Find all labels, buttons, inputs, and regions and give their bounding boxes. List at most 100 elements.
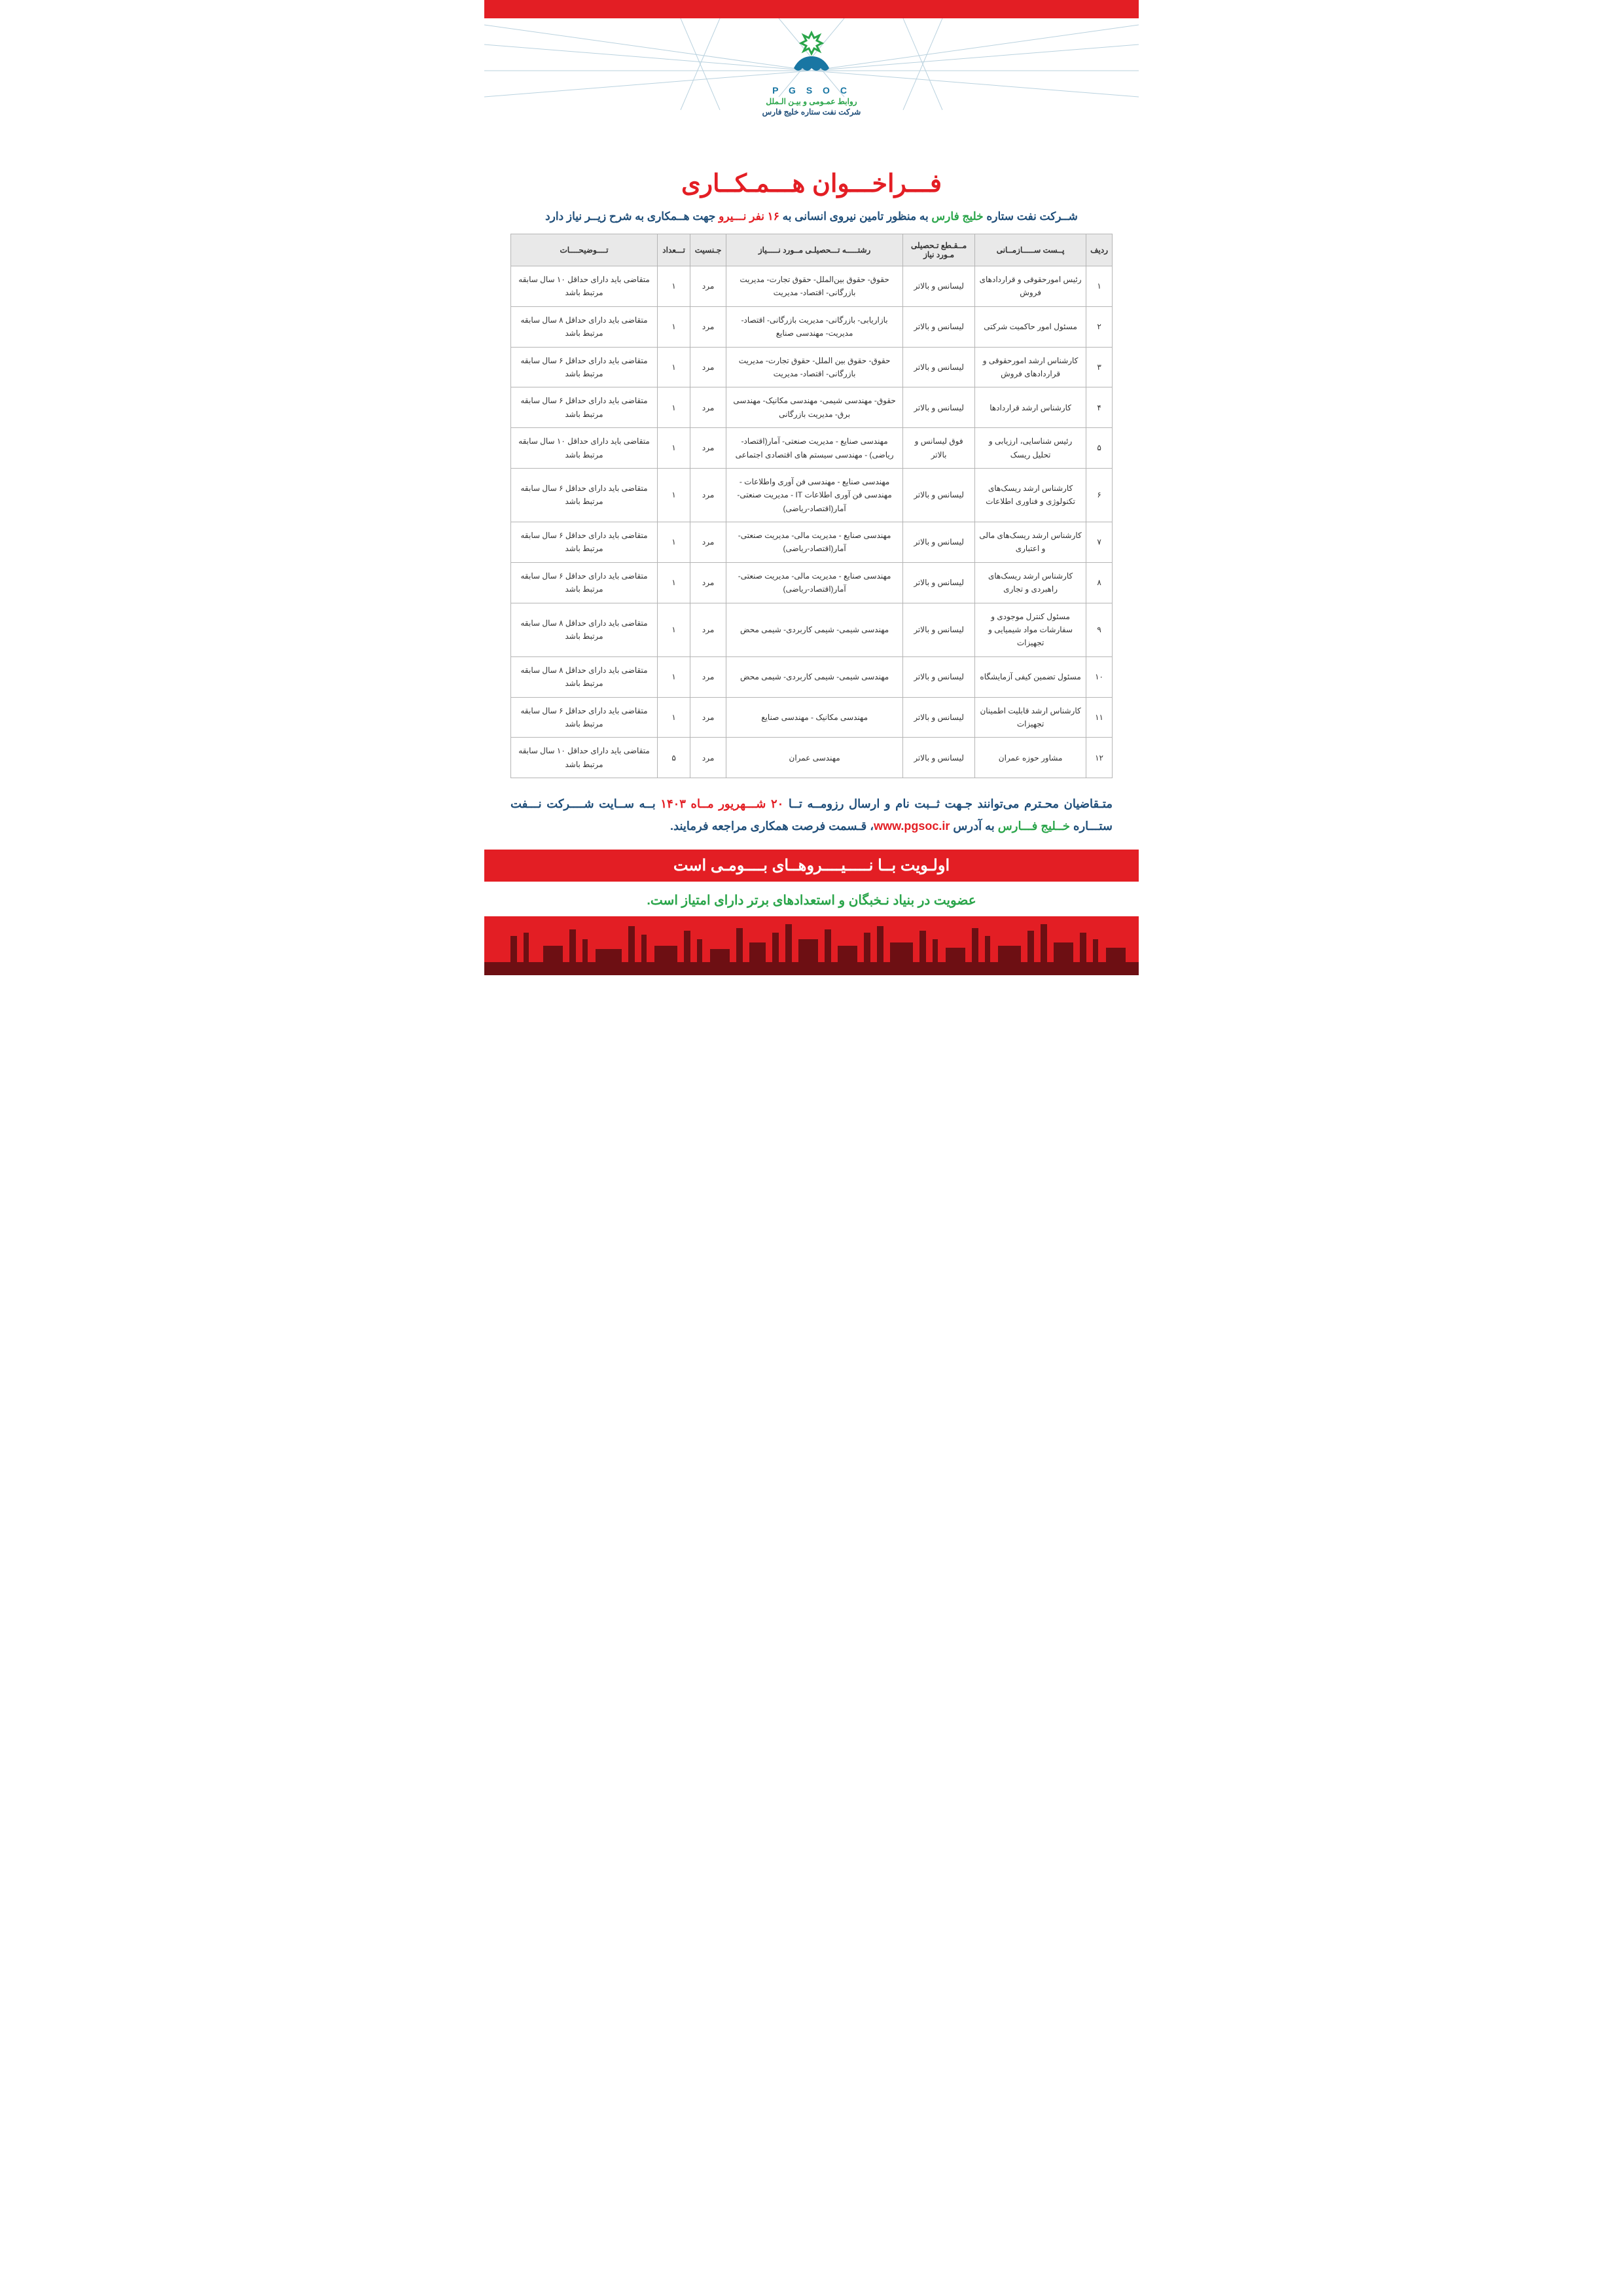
- pgsoc-logo: [782, 30, 841, 82]
- td-row-num: ۸: [1086, 562, 1113, 603]
- td-gender: مرد: [690, 428, 726, 469]
- td-position: کارشناس ارشد ریسک‌های مالی و اعتباری: [975, 522, 1086, 563]
- table-row: ۱رئیس امورحقوقی و قراردادهای فروشلیسانس …: [511, 266, 1113, 307]
- td-row-num: ۹: [1086, 603, 1113, 656]
- td-majors: مهندسی صنایع - مدیریت مالی- مدیریت صنعتی…: [726, 562, 903, 603]
- td-gender: مرد: [690, 522, 726, 563]
- td-position: مسئول کنترل موجودی و سفارشات مواد شیمیای…: [975, 603, 1086, 656]
- refinery-silhouette: [484, 916, 1139, 975]
- td-count: ۱: [658, 522, 690, 563]
- td-majors: مهندسی عمران: [726, 738, 903, 778]
- td-row-num: ۳: [1086, 347, 1113, 387]
- table-row: ۶کارشناس ارشد ریسک‌های تکنولوژی و فناوری…: [511, 468, 1113, 522]
- td-desc: متقاضی باید دارای حداقل ۶ سال سابقه مرتب…: [511, 522, 658, 563]
- td-majors: مهندسی صنایع - مدیریت مالی- مدیریت صنعتی…: [726, 522, 903, 563]
- title-wrap: فـــراخـــوان هـــمـکــاری: [484, 162, 1139, 210]
- table-row: ۷کارشناس ارشد ریسک‌های مالی و اعتباریلیس…: [511, 522, 1113, 563]
- td-edu-level: فوق لیسانس و بالاتر: [903, 428, 975, 469]
- subhead-line: شــرکت نفت ستاره خلیج فارس به منظور تامی…: [484, 210, 1139, 234]
- th-count: تـــعداد: [658, 234, 690, 266]
- td-count: ۱: [658, 697, 690, 738]
- td-position: کارشناس ارشد ریسک‌های راهبردی و تجاری: [975, 562, 1086, 603]
- subhead-p2: به منظور تامین نیروی انسانی به: [779, 210, 931, 223]
- header-area: P G S O C روابط عمـومی و بیـن الـملل شرک…: [484, 18, 1139, 162]
- td-position: مسئول امور حاکمیت شرکتی: [975, 306, 1086, 347]
- td-edu-level: لیسانس و بالاتر: [903, 306, 975, 347]
- logo-block: P G S O C روابط عمـومی و بیـن الـملل شرک…: [726, 30, 897, 117]
- td-position: مسئول تضمین کیفی آزمایشگاه: [975, 656, 1086, 697]
- td-gender: مرد: [690, 347, 726, 387]
- td-edu-level: لیسانس و بالاتر: [903, 266, 975, 307]
- td-count: ۱: [658, 468, 690, 522]
- subhead-p3: جهت هــمکاری به شرح زیــر نیاز دارد: [545, 210, 719, 223]
- th-desc: تــــوضیحــــات: [511, 234, 658, 266]
- td-count: ۱: [658, 603, 690, 656]
- td-majors: مهندسی شیمی- شیمی کاربردی- شیمی محض: [726, 656, 903, 697]
- below-deadline: ۲۰ شـــهریور مــاه ۱۴۰۳: [660, 797, 783, 810]
- td-desc: متقاضی باید دارای حداقل ۸ سال سابقه مرتب…: [511, 656, 658, 697]
- positions-table-wrap: ردیف پــست ســـــازمــانی مــقـطع تـحصیل…: [484, 234, 1139, 778]
- td-majors: مهندسی مکانیک - مهندسی صنایع: [726, 697, 903, 738]
- td-desc: متقاضی باید دارای حداقل ۱۰ سال سابقه مرت…: [511, 428, 658, 469]
- td-edu-level: لیسانس و بالاتر: [903, 522, 975, 563]
- td-desc: متقاضی باید دارای حداقل ۶ سال سابقه مرتب…: [511, 468, 658, 522]
- td-desc: متقاضی باید دارای حداقل ۸ سال سابقه مرتب…: [511, 603, 658, 656]
- td-position: کارشناس ارشد قراردادها: [975, 387, 1086, 428]
- td-majors: حقوق- حقوق بین الملل- حقوق تجارت- مدیریت…: [726, 347, 903, 387]
- td-desc: متقاضی باید دارای حداقل ۶ سال سابقه مرتب…: [511, 697, 658, 738]
- table-row: ۴کارشناس ارشد قراردادهالیسانس و بالاترحق…: [511, 387, 1113, 428]
- td-row-num: ۱: [1086, 266, 1113, 307]
- elite-note: عضویت در بنیاد نـخبگان و استعدادهای برتر…: [484, 882, 1139, 916]
- td-gender: مرد: [690, 387, 726, 428]
- top-red-bar: [484, 0, 1139, 18]
- td-desc: متقاضی باید دارای حداقل ۸ سال سابقه مرتب…: [511, 306, 658, 347]
- table-row: ۵رئیس شناسایی، ارزیابی و تحلیل ریسکفوق ل…: [511, 428, 1113, 469]
- td-gender: مرد: [690, 697, 726, 738]
- td-gender: مرد: [690, 738, 726, 778]
- td-count: ۱: [658, 306, 690, 347]
- td-edu-level: لیسانس و بالاتر: [903, 603, 975, 656]
- below-p1: متـقاضیان محـترم می‌توانند جـهت ثــبت نا…: [783, 797, 1113, 810]
- td-row-num: ۱۰: [1086, 656, 1113, 697]
- td-row-num: ۱۲: [1086, 738, 1113, 778]
- td-edu-level: لیسانس و بالاتر: [903, 656, 975, 697]
- below-p3: به آدرس: [950, 819, 997, 833]
- td-edu-level: لیسانس و بالاتر: [903, 468, 975, 522]
- table-row: ۲مسئول امور حاکمیت شرکتیلیسانس و بالاترب…: [511, 306, 1113, 347]
- td-majors: مهندسی صنایع - مهندسی فن آوری واطلاعات -…: [726, 468, 903, 522]
- below-p4: ، قـسمت فرصت همکاری مراجعه فرمایند.: [670, 819, 874, 833]
- table-row: ۱۱کارشناس ارشد قابلیت اطمینان تجهیزاتلیس…: [511, 697, 1113, 738]
- td-majors: بازاریابی- بازرگانی- مدیریت بازرگانی- اق…: [726, 306, 903, 347]
- subhead-green: خلیج فارس: [931, 210, 983, 223]
- td-position: کارشناس ارشد قابلیت اطمینان تجهیزات: [975, 697, 1086, 738]
- td-gender: مرد: [690, 656, 726, 697]
- td-count: ۱: [658, 266, 690, 307]
- logo-company-name: شرکت نفت ستاره خلیج فارس: [726, 107, 897, 117]
- subhead-red: ۱۶ نفر نـــیرو: [719, 210, 779, 223]
- td-desc: متقاضی باید دارای حداقل ۶ سال سابقه مرتب…: [511, 387, 658, 428]
- td-count: ۱: [658, 387, 690, 428]
- td-count: ۱: [658, 347, 690, 387]
- td-row-num: ۴: [1086, 387, 1113, 428]
- td-row-num: ۱۱: [1086, 697, 1113, 738]
- td-edu-level: لیسانس و بالاتر: [903, 738, 975, 778]
- table-row: ۱۰مسئول تضمین کیفی آزمایشگاهلیسانس و بال…: [511, 656, 1113, 697]
- td-edu-level: لیسانس و بالاتر: [903, 562, 975, 603]
- below-url: www.pgsoc.ir: [874, 819, 950, 833]
- td-gender: مرد: [690, 306, 726, 347]
- th-gender: جـنسیت: [690, 234, 726, 266]
- td-position: رئیس امورحقوقی و قراردادهای فروش: [975, 266, 1086, 307]
- main-title: فـــراخـــوان هـــمـکــاری: [681, 169, 942, 198]
- td-row-num: ۲: [1086, 306, 1113, 347]
- td-majors: حقوق- حقوق بین‌الملل- حقوق تجارت- مدیریت…: [726, 266, 903, 307]
- td-desc: متقاضی باید دارای حداقل ۶ سال سابقه مرتب…: [511, 347, 658, 387]
- td-row-num: ۷: [1086, 522, 1113, 563]
- footer-red: [484, 916, 1139, 975]
- td-edu-level: لیسانس و بالاتر: [903, 387, 975, 428]
- td-majors: حقوق- مهندسی شیمی- مهندسی مکانیک- مهندسی…: [726, 387, 903, 428]
- below-green: خــلیج فـــارس: [998, 819, 1070, 833]
- td-majors: مهندسی صنایع - مدیریت صنعتی- آمار(اقتصاد…: [726, 428, 903, 469]
- td-edu-level: لیسانس و بالاتر: [903, 347, 975, 387]
- table-row: ۹مسئول کنترل موجودی و سفارشات مواد شیمیا…: [511, 603, 1113, 656]
- td-gender: مرد: [690, 603, 726, 656]
